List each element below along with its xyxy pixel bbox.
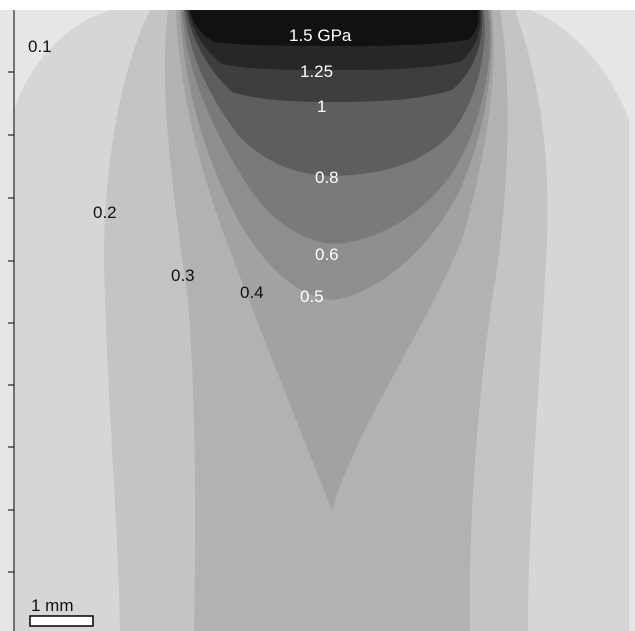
contour-label-1-25: 1.25 <box>300 62 333 81</box>
contour-label-0-2: 0.2 <box>93 203 117 222</box>
top-margin <box>0 0 635 10</box>
contour-label-0-3: 0.3 <box>171 266 195 285</box>
contour-label-1: 1 <box>317 97 326 116</box>
scale-bar-rect <box>30 616 93 626</box>
contour-label-0-8: 0.8 <box>315 168 339 187</box>
contour-label-0-6: 0.6 <box>315 245 339 264</box>
scale-bar-label: 1 mm <box>31 596 74 615</box>
contour-label-0-1: 0.1 <box>28 37 52 56</box>
contour-label-1-5: 1.5 GPa <box>289 26 352 45</box>
contour-label-0-4: 0.4 <box>240 283 264 302</box>
contour-label-0-5: 0.5 <box>300 287 324 306</box>
